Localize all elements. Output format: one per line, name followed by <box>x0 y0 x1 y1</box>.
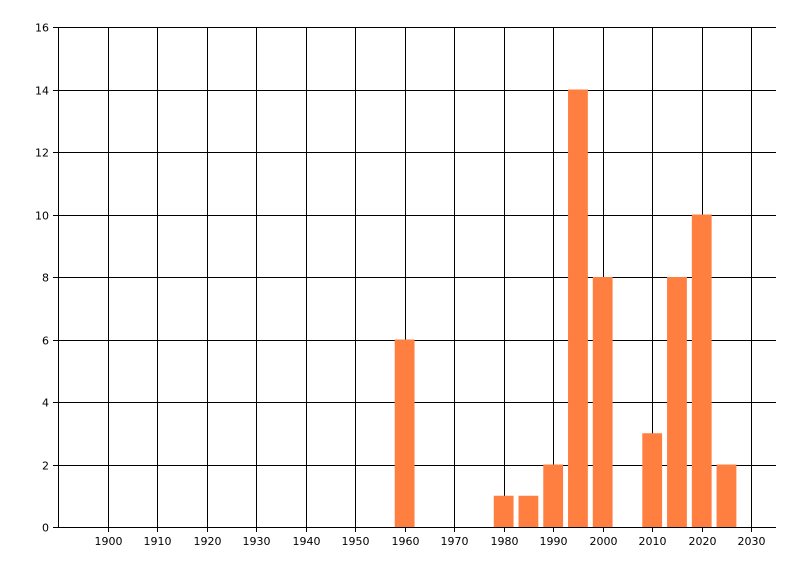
bar-2000 <box>592 277 613 527</box>
x-tick-label: 1930 <box>243 535 271 548</box>
bar-2010 <box>642 433 663 527</box>
y-tick-label: 12 <box>35 147 49 160</box>
y-tick-label: 8 <box>42 272 49 285</box>
bar-1990 <box>543 464 564 527</box>
axes <box>58 27 776 528</box>
bar-2015 <box>667 277 687 527</box>
x-tick-label: 2020 <box>689 535 717 548</box>
x-tick-label: 1920 <box>194 535 222 548</box>
x-tick-label: 1970 <box>441 535 469 548</box>
x-tick-label: 1950 <box>342 535 370 548</box>
y-tick-label: 10 <box>35 210 49 223</box>
x-tick-label: 1900 <box>95 535 123 548</box>
bar-1960 <box>394 339 415 527</box>
bars <box>394 89 737 527</box>
x-tick-label: 1940 <box>293 535 321 548</box>
bar-1995 <box>568 89 588 527</box>
y-tick-label: 4 <box>42 397 49 410</box>
y-tick-label: 14 <box>35 85 49 98</box>
bar-1985 <box>518 495 539 527</box>
x-tick-label: 1990 <box>540 535 568 548</box>
tick-labels: 0 2 4 6 8 10 12 14 16 1900 1910 1920 1930 1940 1950 196… <box>35 22 766 549</box>
x-tick-label: 1910 <box>144 535 172 548</box>
x-tick-label: 2010 <box>639 535 667 548</box>
bar-2025 <box>716 464 737 527</box>
y-tick-label: 6 <box>42 335 49 348</box>
x-tick-label: 2030 <box>738 535 766 548</box>
x-tick-label: 2000 <box>590 535 618 548</box>
bar-2020 <box>691 214 712 527</box>
bar-1980 <box>493 495 514 527</box>
y-tick-label: 2 <box>42 460 49 473</box>
x-tick-label: 1980 <box>491 535 519 548</box>
y-tick-label: 16 <box>35 22 49 35</box>
x-tick-label: 1960 <box>392 535 420 548</box>
y-tick-label: 0 <box>42 522 49 535</box>
